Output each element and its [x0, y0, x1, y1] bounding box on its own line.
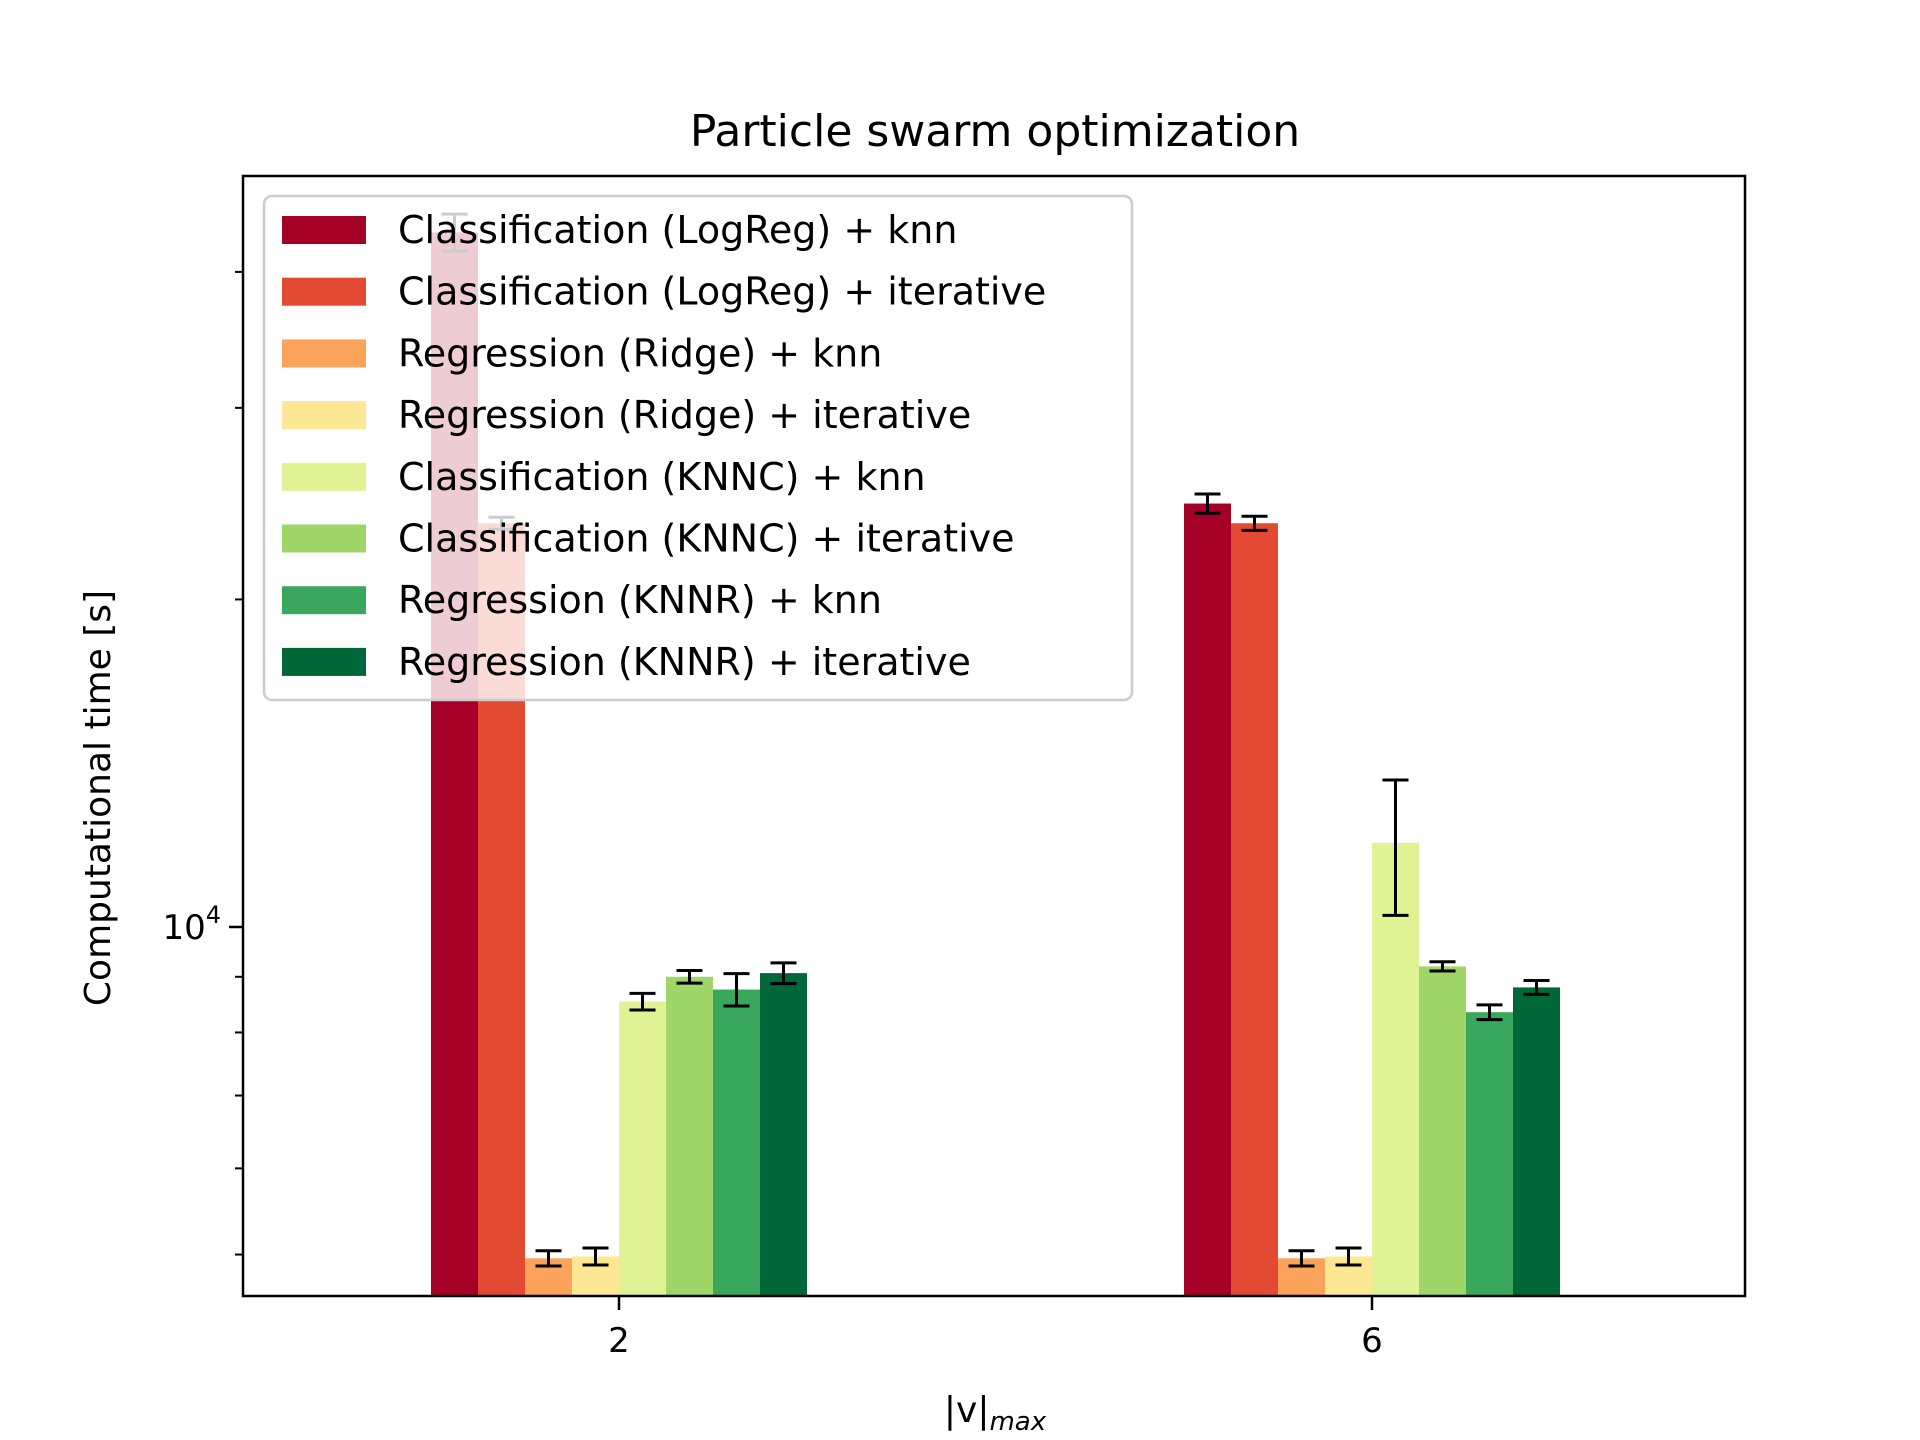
- bar: [1184, 503, 1231, 1296]
- legend-label: Classification (LogReg) + knn: [398, 208, 957, 252]
- x-tick-label: 6: [1361, 1321, 1383, 1361]
- legend-label: Classification (KNNC) + iterative: [398, 517, 1015, 561]
- bar: [1466, 1012, 1513, 1296]
- x-axis-label-subscript: max: [989, 1407, 1046, 1437]
- bar: [619, 1001, 666, 1296]
- y-axis-label: Computational time [s]: [78, 590, 119, 1006]
- legend-label: Regression (KNNR) + iterative: [398, 640, 971, 684]
- x-axis-label-main: |v|: [944, 1390, 990, 1431]
- legend-swatch: [282, 401, 366, 430]
- legend-swatch: [282, 216, 366, 244]
- legend-swatch: [282, 339, 366, 368]
- bar: [666, 976, 713, 1296]
- plot-frame: [241, 174, 1747, 1298]
- bar: [713, 989, 760, 1296]
- bar: [1419, 966, 1466, 1296]
- bar: [1513, 987, 1560, 1296]
- chart-title: Particle swarm optimization: [690, 106, 1300, 157]
- axes: 104 2 6: [162, 174, 1747, 1361]
- legend-label: Regression (Ridge) + iterative: [398, 393, 971, 437]
- x-tick-label: 2: [608, 1321, 630, 1361]
- bars-layer: [431, 232, 1560, 1296]
- legend: Classification (LogReg) + knn Classificat…: [262, 194, 1134, 702]
- legend-label: Classification (LogReg) + iterative: [398, 270, 1046, 314]
- y-tick-base: 10: [162, 908, 205, 948]
- legend-box: [262, 194, 1134, 702]
- legend-label: Classification (KNNC) + knn: [398, 455, 926, 499]
- bar: [1372, 842, 1419, 1296]
- bar: [1231, 523, 1278, 1296]
- legend-swatch: [282, 277, 366, 306]
- legend-swatch: [282, 462, 366, 491]
- legend-swatch: [282, 524, 366, 553]
- legend-label: Regression (Ridge) + knn: [398, 331, 882, 375]
- y-tick-label: 104: [162, 901, 221, 948]
- legend-swatch: [282, 647, 366, 676]
- x-axis-label: |v|max: [944, 1390, 1047, 1437]
- bar: [760, 973, 807, 1296]
- legend-swatch: [282, 586, 366, 615]
- y-tick-exponent: 4: [206, 901, 221, 929]
- legend-label: Regression (KNNR) + knn: [398, 578, 882, 622]
